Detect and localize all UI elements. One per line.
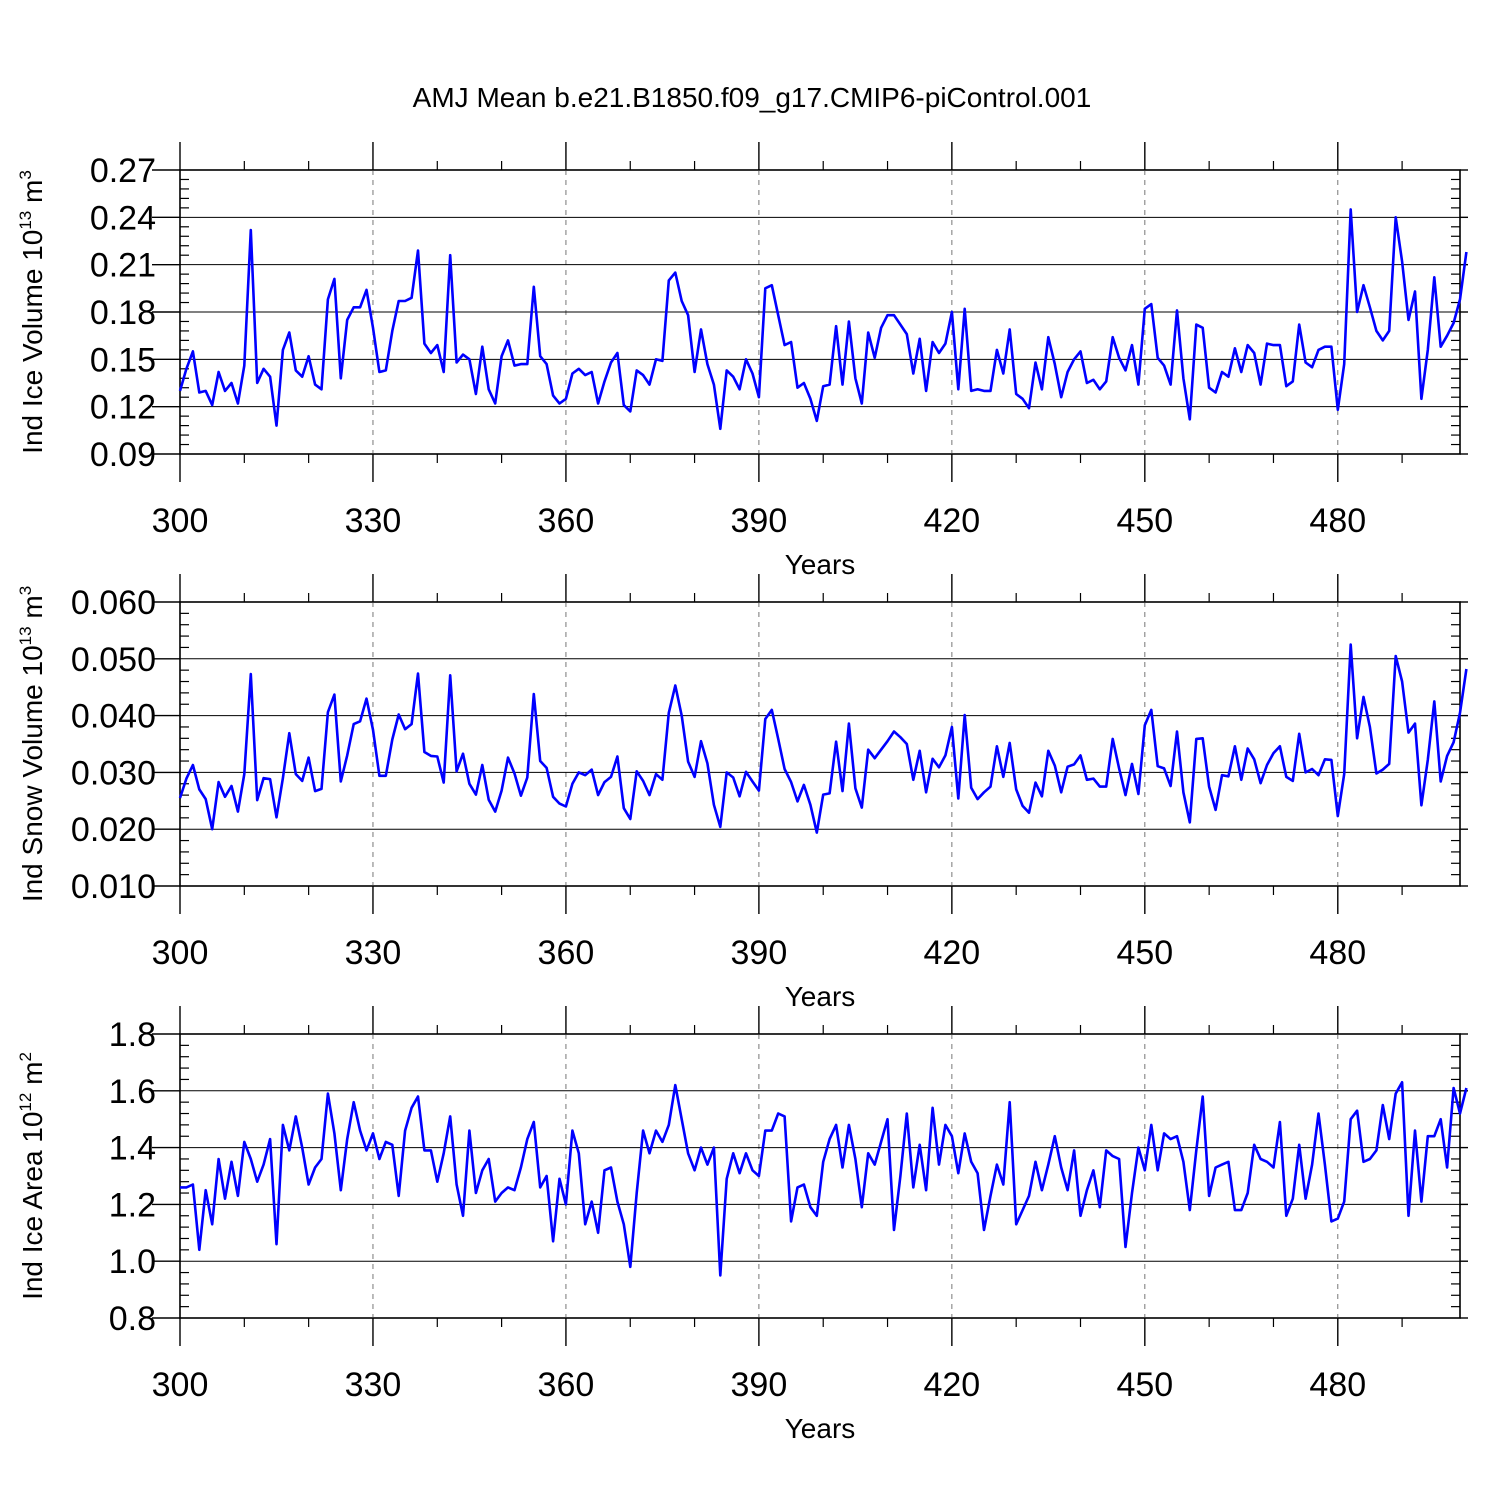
y-tick-label: 1.8 [109,1016,156,1054]
x-tick-label: 480 [1309,502,1366,540]
x-tick-label: 330 [345,934,402,972]
x-tick-label: 450 [1116,502,1173,540]
panel-ice-area: 0.8 1.0 1.2 1.4 1.6 1.8 300 330 360 390 420 450 480… [16,1006,1468,1444]
x-axis-label: Years [785,1413,856,1444]
y-axis-label-unit-exponent: 3 [16,586,35,595]
x-tick-label: 390 [731,1366,788,1404]
minor-ticks [180,593,1460,895]
y-tick-label: 1.6 [109,1073,156,1111]
y-tick-label: 0.12 [90,389,156,427]
x-axis: 300 330 360 390 420 450 480 [152,574,1366,972]
y-axis-label-unit: m [17,180,48,211]
y-axis-label-main: Ind Ice Area 10 [17,1112,48,1300]
x-tick-label: 360 [538,502,595,540]
x-tick-label: 360 [538,934,595,972]
y-axis-label-unit: m [17,595,48,626]
y-axis-label-main: Ind Snow Volume 10 [17,645,48,902]
y-tick-label: 0.24 [90,199,156,237]
series-line [180,1081,1468,1277]
y-tick-label: 0.8 [109,1300,156,1338]
x-tick-label: 390 [731,934,788,972]
x-tick-label: 450 [1116,1366,1173,1404]
y-axis-label-exponent: 13 [16,626,35,645]
x-tick-label: 330 [345,1366,402,1404]
y-axis-label-main: Ind Ice Volume 10 [17,230,48,454]
y-axis-label-unit: m [17,1062,48,1093]
x-tick-label: 300 [152,1366,209,1404]
minor-ticks [180,161,1460,463]
x-tick-label: 480 [1309,1366,1366,1404]
figure-title: AMJ Mean b.e21.B1850.f09_g17.CMIP6-piCon… [413,82,1092,113]
x-tick-label: 300 [152,502,209,540]
y-axis-label: Ind Snow Volume 1013 m3 [16,586,48,902]
y-tick-label: 1.2 [109,1186,156,1224]
plot-frame [179,1033,1461,1319]
x-axis: 300 330 360 390 420 450 480 [152,142,1366,540]
y-tick-label: 1.0 [109,1243,156,1281]
x-tick-label: 450 [1116,934,1173,972]
x-tick-label: 420 [923,1366,980,1404]
y-axis-label-unit-exponent: 2 [16,1052,35,1061]
panel-snow-volume: 0.010 0.020 0.030 0.040 0.050 0.060 300 330 360… [16,574,1468,1012]
y-tick-label: 0.18 [90,294,156,332]
panel-ice-volume: 0.09 0.12 0.15 0.18 0.21 0.24 0.27 300 330 360 39… [16,142,1468,580]
x-axis-label: Years [785,981,856,1012]
x-tick-label: 420 [923,934,980,972]
series-line [178,208,1468,431]
y-axis-label: Ind Ice Volume 1013 m3 [16,170,48,454]
y-tick-label: 0.040 [71,698,156,736]
x-tick-label: 360 [538,1366,595,1404]
y-tick-label: 0.060 [71,584,156,622]
y-axis: 0.010 0.020 0.030 0.040 0.050 0.060 [71,584,1468,906]
y-axis-label: Ind Ice Area 1012 m2 [16,1052,48,1300]
y-tick-label: 0.21 [90,247,156,285]
y-axis: 0.09 0.12 0.15 0.18 0.21 0.24 0.27 [90,152,1468,474]
y-tick-label: 0.020 [71,811,156,849]
x-tick-label: 420 [923,502,980,540]
y-tick-label: 0.09 [90,436,156,474]
minor-ticks [180,1025,1460,1327]
plot-frame [179,601,1461,887]
x-tick-label: 390 [731,502,788,540]
y-tick-label: 0.050 [71,641,156,679]
y-tick-label: 1.4 [109,1130,156,1168]
x-tick-label: 330 [345,502,402,540]
y-tick-label: 0.030 [71,754,156,792]
y-tick-label: 0.27 [90,152,156,190]
y-axis-label-unit-exponent: 3 [16,170,35,179]
series-line [178,643,1468,834]
y-axis-label-exponent: 12 [16,1093,35,1112]
y-tick-label: 0.15 [90,341,156,379]
x-tick-label: 300 [152,934,209,972]
y-tick-label: 0.010 [71,868,156,906]
grid-lines [372,602,1339,886]
x-axis-label: Years [785,549,856,580]
y-axis: 0.8 1.0 1.2 1.4 1.6 1.8 [109,1016,1468,1338]
x-axis: 300 330 360 390 420 450 480 [152,1006,1366,1404]
x-tick-label: 480 [1309,934,1366,972]
y-axis-label-exponent: 13 [16,211,35,230]
